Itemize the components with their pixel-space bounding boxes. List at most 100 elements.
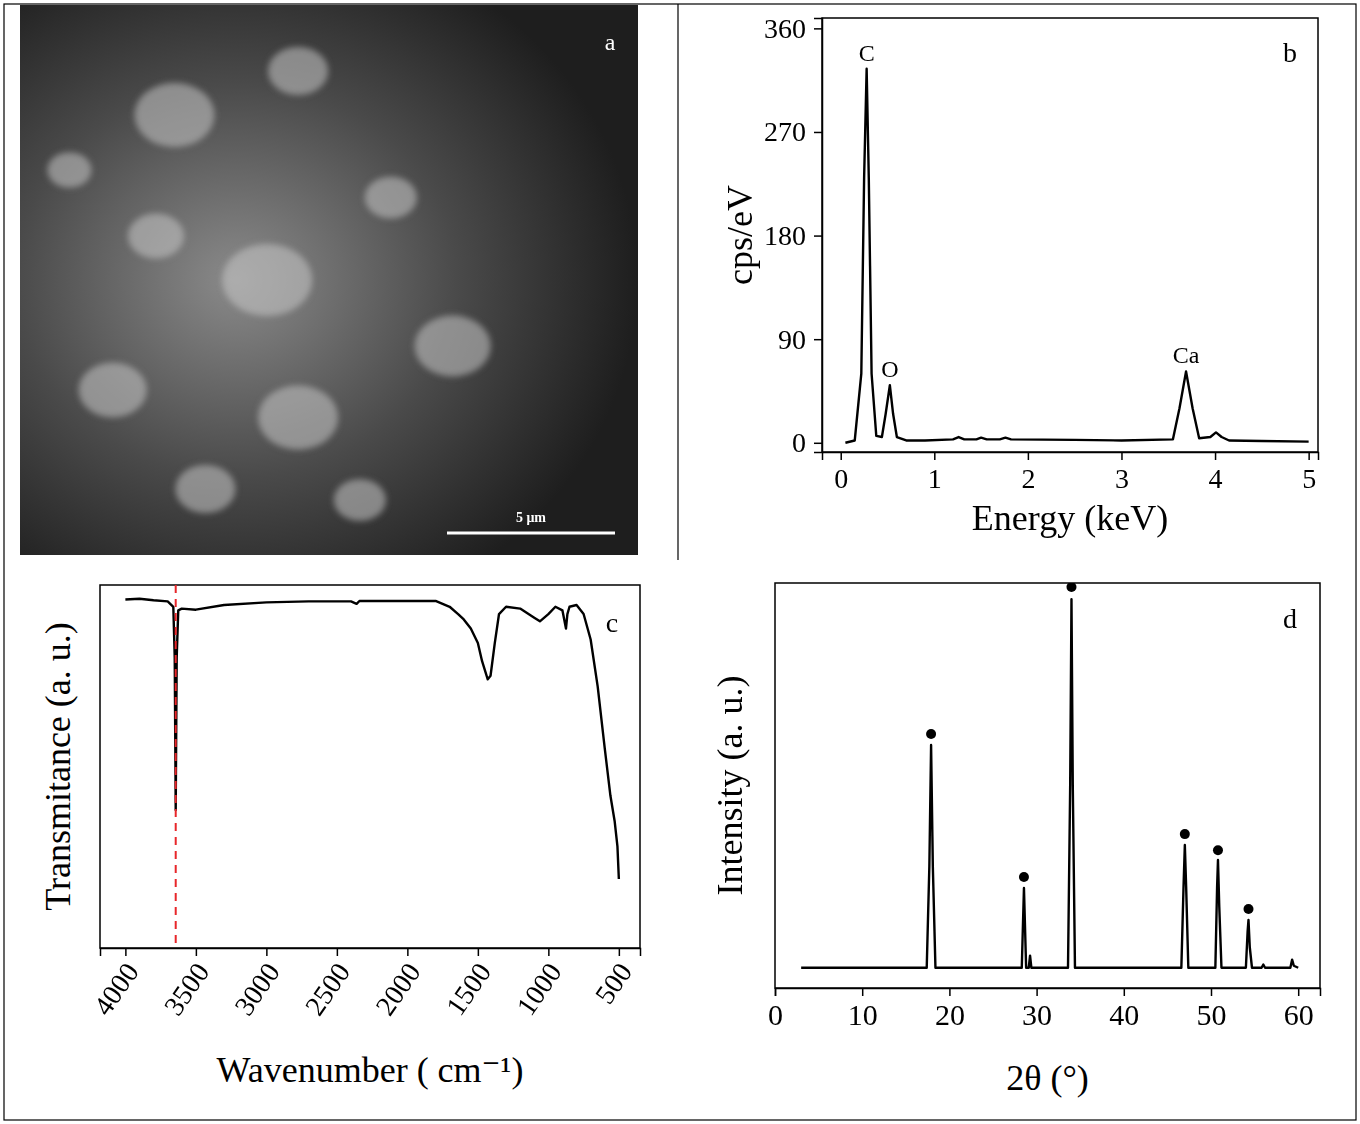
sem-image-panel: 5 μma xyxy=(20,5,638,555)
peak-label: Ca xyxy=(1173,342,1200,368)
tick-label: 2500 xyxy=(299,957,357,1021)
sem-texture xyxy=(47,47,490,521)
x-axis: 4000350030002500200015001000 500 xyxy=(87,948,640,1021)
tick-mark xyxy=(934,452,936,460)
tick-mark xyxy=(814,132,822,134)
plot-marks xyxy=(801,583,1298,968)
particle xyxy=(135,83,215,147)
marker xyxy=(1243,904,1253,914)
tick-mark xyxy=(1036,988,1038,996)
panel-letter: a xyxy=(605,29,616,55)
tick: 0 xyxy=(834,452,848,494)
peak-label: C xyxy=(859,40,875,66)
particle xyxy=(258,386,338,450)
tick-label: 30 xyxy=(1022,998,1052,1031)
tick: 0 xyxy=(768,988,783,1031)
tick: 1500 xyxy=(440,948,498,1021)
tick-label: 4 xyxy=(1209,463,1223,494)
tick-label: 0 xyxy=(768,998,783,1031)
tick-mark xyxy=(1124,988,1126,996)
tick: 1000 xyxy=(510,948,568,1021)
marker xyxy=(1066,583,1076,592)
sem-image xyxy=(20,5,638,555)
tick: 360 xyxy=(764,13,822,44)
y-axis-title: Intensity (a. u.) xyxy=(710,676,750,896)
particle xyxy=(365,177,417,219)
tick-mark xyxy=(862,988,864,996)
tick-label: 50 xyxy=(1197,998,1227,1031)
axis-line xyxy=(101,949,641,957)
tick: 180 xyxy=(764,220,822,251)
y-axis: 0 90 180 270 360 xyxy=(764,13,823,458)
tick: 3000 xyxy=(228,948,286,1021)
axis-line xyxy=(814,19,823,453)
tick: 10 xyxy=(848,988,878,1031)
tick-label: 1000 xyxy=(510,957,568,1021)
tick: 2000 xyxy=(369,948,427,1021)
tick: 4 xyxy=(1209,452,1223,494)
tick-label: 90 xyxy=(778,324,806,355)
figure: 5 μma012345090180270360COCaEnergy (keV)c… xyxy=(0,0,1360,1124)
panel-letter: d xyxy=(1283,603,1297,634)
tick: 4000 xyxy=(87,948,145,1021)
tick: 500 xyxy=(589,948,638,1009)
tick-mark xyxy=(840,452,842,460)
series-line xyxy=(125,599,618,879)
panel-divider xyxy=(677,4,678,560)
tick: 0 xyxy=(792,427,822,458)
reference-line xyxy=(175,585,177,948)
tick-label: 3500 xyxy=(158,957,216,1021)
particle xyxy=(334,479,386,521)
tick-label: 0 xyxy=(792,427,806,458)
tick-mark xyxy=(814,235,822,237)
tick-label: 40 xyxy=(1109,998,1139,1031)
tick-label: 20 xyxy=(935,998,965,1031)
particle xyxy=(47,152,91,187)
tick-label: 500 xyxy=(589,957,638,1009)
tick-mark xyxy=(478,948,480,956)
tick-mark xyxy=(1121,452,1123,460)
plot-frame xyxy=(822,18,1318,452)
tick-mark xyxy=(548,948,550,956)
y-axis-title: Transmitance (a. u.) xyxy=(38,622,78,911)
tick-label: 3000 xyxy=(228,957,286,1021)
tick-label: 2000 xyxy=(369,957,427,1021)
figure-border xyxy=(4,4,1356,1120)
tick: 90 xyxy=(778,324,822,355)
tick-mark xyxy=(337,948,339,956)
tick-mark xyxy=(266,948,268,956)
tick-mark xyxy=(125,948,127,956)
tick: 2500 xyxy=(299,948,357,1021)
tick-mark xyxy=(1215,452,1217,460)
series-line xyxy=(845,69,1308,443)
panel-b: 012345090180270360COCaEnergy (keV)cps/eV… xyxy=(720,13,1319,538)
tick-mark xyxy=(775,988,777,996)
particle xyxy=(222,244,312,316)
particle xyxy=(268,47,328,95)
tick-label: 1500 xyxy=(440,957,498,1021)
axis-line xyxy=(776,989,1321,997)
tick: 2 xyxy=(1021,452,1035,494)
tick-mark xyxy=(407,948,409,956)
tick-mark xyxy=(619,948,621,956)
tick-mark xyxy=(1298,988,1300,996)
tick-label: 4000 xyxy=(87,957,145,1021)
scale-bar xyxy=(447,532,615,535)
tick-mark xyxy=(814,443,822,445)
tick-mark xyxy=(949,988,951,996)
tick-mark xyxy=(1028,452,1030,460)
panel-letter: b xyxy=(1283,37,1297,68)
tick: 50 xyxy=(1197,988,1227,1031)
marker xyxy=(1180,829,1190,839)
tick-label: 180 xyxy=(764,220,806,251)
tick-label: 5 xyxy=(1302,463,1316,494)
x-axis: 0 10 20 30 40 50 60 xyxy=(768,988,1321,1031)
panel-letter: c xyxy=(606,607,618,638)
peak-label: O xyxy=(881,356,898,382)
tick-mark xyxy=(1211,988,1213,996)
tick: 270 xyxy=(764,116,822,147)
tick-mark xyxy=(196,948,198,956)
tick: 60 xyxy=(1284,988,1314,1031)
tick: 40 xyxy=(1109,988,1139,1031)
tick-label: 1 xyxy=(928,463,942,494)
